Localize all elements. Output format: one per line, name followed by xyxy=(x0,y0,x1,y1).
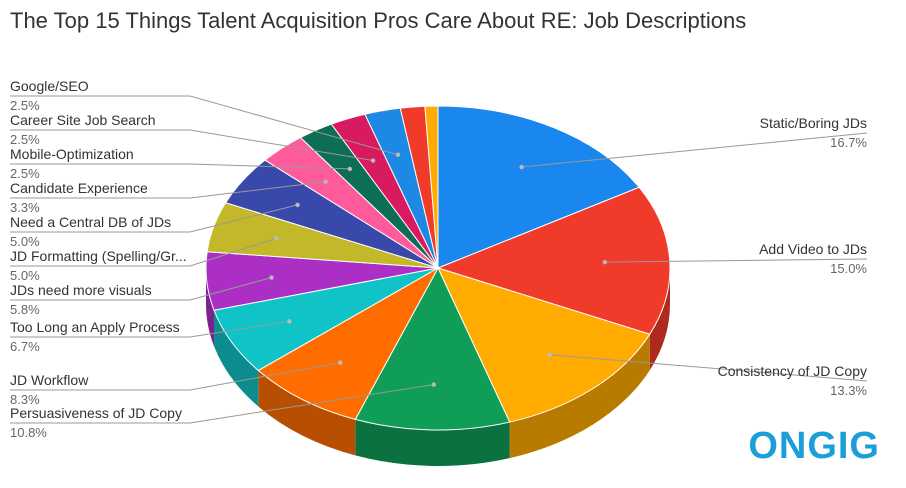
slice-side xyxy=(258,370,356,456)
value-label: 2.5% xyxy=(10,132,40,147)
leader-dot xyxy=(370,158,376,163)
value-label: 5.0% xyxy=(10,268,40,283)
slice-side xyxy=(214,310,259,407)
slice-label: JDs need more visuals xyxy=(10,282,152,298)
slice-label: Google/SEO xyxy=(10,78,89,94)
leader-dot xyxy=(338,360,343,365)
slice-label: Add Video to JDs xyxy=(759,241,867,257)
slice-side xyxy=(355,419,510,466)
value-label: 5.8% xyxy=(10,302,40,317)
slice-label: JD Formatting (Spelling/Gr... xyxy=(10,248,187,264)
slice-label: Mobile-Optimization xyxy=(10,146,134,162)
leader-line xyxy=(10,129,374,162)
leader-line xyxy=(521,132,868,168)
leader-line xyxy=(10,384,434,424)
slice xyxy=(257,266,440,420)
logo: ONGIG xyxy=(748,425,880,467)
slice-label: JD Workflow xyxy=(10,372,89,388)
leader-line xyxy=(10,204,298,233)
slice xyxy=(424,105,439,269)
slice-label: Consistency of JD Copy xyxy=(718,363,867,379)
leader-dot xyxy=(347,166,353,172)
leader-dot xyxy=(287,319,292,324)
leader-line xyxy=(10,237,277,267)
slice-label: Career Site Job Search xyxy=(10,112,156,128)
value-label: 6.7% xyxy=(10,339,40,354)
slice-side xyxy=(649,268,670,371)
leader-line xyxy=(10,95,399,156)
chart-title: The Top 15 Things Talent Acquisition Pro… xyxy=(10,8,746,33)
leader-dot xyxy=(431,382,437,387)
leader-dot xyxy=(519,164,524,170)
leader-dot xyxy=(274,236,279,241)
slice-label: Persuasiveness of JD Copy xyxy=(10,405,182,421)
leader-line xyxy=(10,163,350,170)
value-label: 10.8% xyxy=(10,425,47,440)
value-label: 5.0% xyxy=(10,234,40,249)
value-label: 16.7% xyxy=(830,135,867,150)
slice xyxy=(436,186,671,335)
leader-line xyxy=(10,320,290,338)
slice-side xyxy=(509,334,650,459)
slice-label: Too Long an Apply Process xyxy=(10,319,180,335)
leader-dot xyxy=(602,259,608,265)
leader-dot xyxy=(547,352,552,357)
leader-line xyxy=(10,181,326,199)
leader-dot xyxy=(395,152,401,157)
value-label: 2.5% xyxy=(10,98,40,113)
slice-label: Candidate Experience xyxy=(10,180,148,196)
slice-label: Static/Boring JDs xyxy=(760,115,867,131)
leader-dot xyxy=(295,202,300,208)
slice xyxy=(354,266,511,431)
leader-line xyxy=(549,354,868,382)
value-label: 13.3% xyxy=(830,383,867,398)
value-label: 8.3% xyxy=(10,392,40,407)
slice-side xyxy=(206,268,215,347)
leader-line xyxy=(10,277,272,301)
value-label: 2.5% xyxy=(10,166,40,181)
value-label: 3.3% xyxy=(10,200,40,215)
value-label: 15.0% xyxy=(830,261,867,276)
leader-line xyxy=(604,258,868,263)
leader-dot xyxy=(269,275,274,280)
slice-label: Need a Central DB of JDs xyxy=(10,214,171,230)
leader-line xyxy=(10,362,341,391)
slice xyxy=(437,105,640,269)
slice xyxy=(437,267,651,423)
leader-dot xyxy=(323,179,328,184)
